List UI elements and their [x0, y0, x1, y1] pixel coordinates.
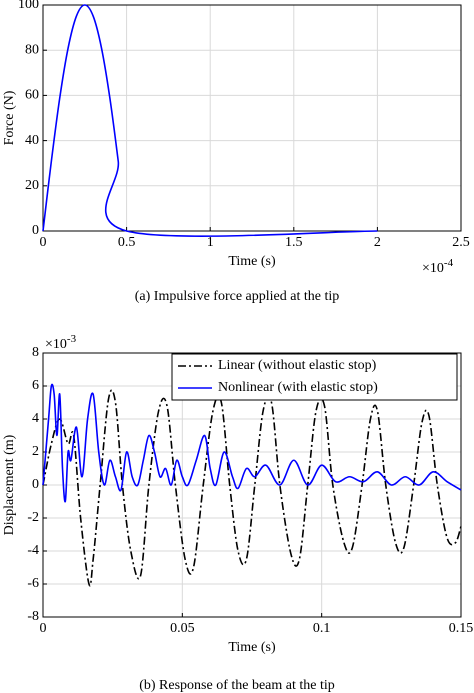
y-tick-label: -2	[27, 510, 39, 525]
y-tick-label: -4	[27, 543, 39, 558]
subplot: 0 0.5 1 1.5 2 2.5 0 20 40 60 80 100 Time (s) Force (N…	[2, 0, 470, 304]
x-tick-label: 2.5	[452, 235, 470, 250]
y-tick-label: 6	[32, 378, 39, 393]
subplot: 0 0.05 0.1 0.15 -8 -6 -4 -2 0 2 4 6 8 Time (s) Displac…	[2, 333, 473, 693]
multiplier-exponent: -4	[444, 257, 454, 269]
y-tick-label: 100	[18, 0, 39, 12]
x-tick-label: 0.05	[170, 621, 195, 636]
x-tick-label: 0.1	[313, 621, 331, 636]
y-tick-label: 40	[25, 133, 39, 148]
series-line	[42, 4, 378, 237]
x-tick-label: 1.5	[285, 235, 303, 250]
legend: Linear (without elastic stop) Nonlinear (…	[171, 353, 458, 401]
legend-label: Nonlinear (with elastic stop)	[218, 380, 378, 395]
y-tick-label: 8	[32, 345, 39, 360]
legend-box	[171, 353, 458, 401]
caption: (a) Impulsive force applied at the tip	[135, 289, 339, 304]
y-tick-label: -6	[27, 576, 39, 591]
x-tick-label: 0.5	[118, 235, 136, 250]
y-tick-label: 60	[25, 88, 39, 103]
legend-label: Linear (without elastic stop)	[218, 358, 377, 373]
x-tick-label: 1	[207, 235, 214, 250]
y-axis-label: Force (N)	[2, 90, 17, 145]
x-tick-label: 0	[40, 621, 47, 636]
x-axis-label: Time (s)	[228, 640, 276, 655]
y-tick-label: 20	[25, 178, 39, 193]
x-tick-label: 0	[40, 235, 47, 250]
y-tick-label: 4	[32, 411, 39, 426]
y-tick-label: -8	[27, 609, 39, 624]
x-tick-label: 0.15	[449, 621, 474, 636]
multiplier-base: ×10	[422, 261, 444, 276]
x-axis-label: Time (s)	[228, 254, 276, 269]
series-line	[42, 383, 462, 503]
x-tick-label: 2	[374, 235, 381, 250]
axis-multiplier: ×10-3	[45, 333, 77, 353]
axis-multiplier: ×10-4	[422, 257, 454, 277]
y-axis-label: Displacement (m)	[2, 434, 17, 535]
multiplier-base: ×10	[45, 337, 67, 352]
caption: (b) Response of the beam at the tip	[139, 678, 335, 693]
multiplier-exponent: -3	[67, 333, 77, 345]
series-line	[42, 389, 462, 587]
y-tick-label: 0	[32, 223, 39, 238]
y-tick-label: 80	[25, 42, 39, 57]
y-tick-label: 0	[32, 477, 39, 492]
plot-frame	[42, 4, 462, 232]
y-tick-label: 2	[32, 444, 39, 459]
